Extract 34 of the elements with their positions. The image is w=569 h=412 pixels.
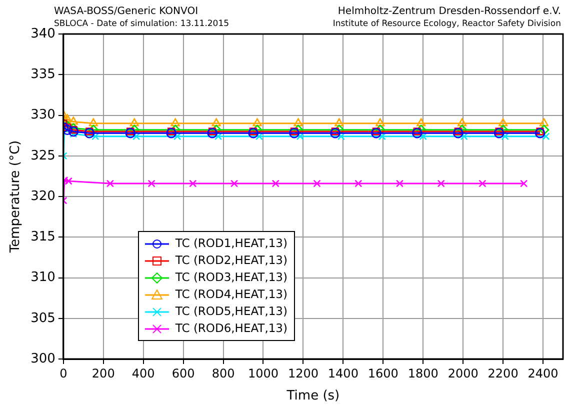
x-tick-label: 1600 <box>368 366 398 380</box>
y-tick-label: 340 <box>30 26 56 42</box>
y-tick-label: 300 <box>30 351 56 366</box>
legend-label: TC (ROD3,HEAT,13) <box>175 269 288 286</box>
x-tick-label: 1400 <box>328 366 358 380</box>
x-tick-label: 2000 <box>448 366 478 380</box>
x-tick-label: 200 <box>92 366 115 380</box>
text: Helmholtz-Zentrum Dresden-Rossendorf e.V. <box>338 6 561 17</box>
y-tick-label: 310 <box>30 270 56 286</box>
y-tick-label: 320 <box>30 188 56 204</box>
x-tick-label: 800 <box>212 366 235 380</box>
x-tick-label: 0 <box>60 366 68 380</box>
x-tick-label: 2400 <box>528 366 558 380</box>
text: Institute of Resource Ecology, Reactor Safety Division <box>332 19 561 30</box>
y-tick-label: 330 <box>30 108 56 123</box>
legend-label: TC (ROD1,HEAT,13) <box>175 235 288 252</box>
x-tick-label: 600 <box>172 366 195 380</box>
y-axis-title: Temperature (°C) <box>8 140 24 254</box>
chart-title: WASA-BOSS/Generic KONVOI <box>54 6 198 17</box>
x-tick-label: 1200 <box>288 366 318 380</box>
legend-label: TC (ROD6,HEAT,13) <box>175 320 288 337</box>
x-tick-label: 400 <box>132 366 155 380</box>
x-tick-label: 1800 <box>408 366 438 380</box>
legend-label: TC (ROD2,HEAT,13) <box>175 252 288 269</box>
chart-subtitle: SBLOCA - Date of simulation: 13.11.2015 <box>54 19 230 29</box>
x-tick-label: 2200 <box>488 366 518 380</box>
y-tick-label: 305 <box>30 310 56 326</box>
x-tick-label: 1000 <box>248 366 279 380</box>
y-tick-label: 335 <box>30 67 56 82</box>
y-tick-label: 315 <box>30 230 56 244</box>
x-axis-title: Time (s) <box>286 388 340 404</box>
legend-label: TC (ROD5,HEAT,13) <box>175 303 288 320</box>
legend-label: TC (ROD4,HEAT,13) <box>175 286 288 303</box>
y-tick-label: 325 <box>30 148 56 164</box>
